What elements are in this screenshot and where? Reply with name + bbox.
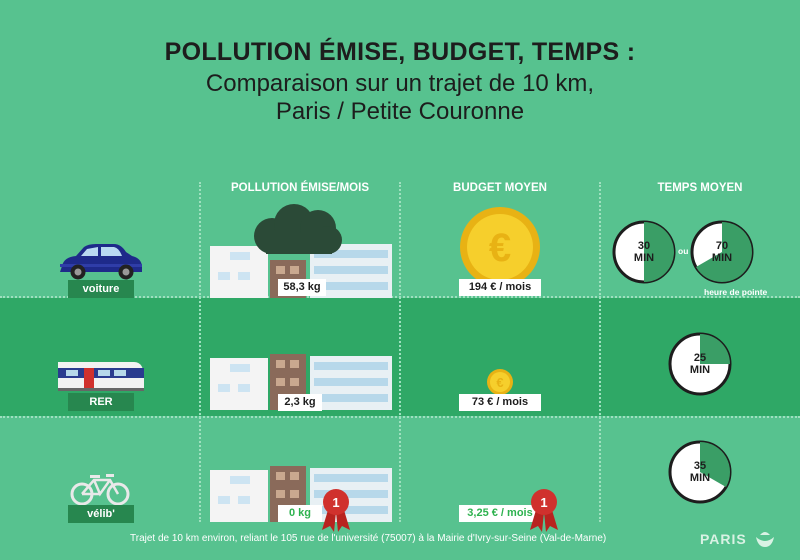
row-label-voiture: voiture bbox=[68, 280, 134, 298]
clock-velib: 35 MIN bbox=[668, 440, 732, 504]
pollution-value-velib: 0 kg bbox=[278, 505, 322, 522]
column-divider bbox=[399, 182, 401, 522]
pollution-value-voiture: 58,3 kg bbox=[278, 279, 326, 296]
city-buildings-icon bbox=[210, 466, 392, 522]
clock-time-rer: 25 bbox=[693, 352, 707, 364]
column-divider bbox=[199, 182, 201, 522]
car-icon bbox=[60, 244, 142, 280]
budget-value-velib: 3,25 € / mois bbox=[459, 505, 541, 522]
budget-value-voiture: 194 € / mois bbox=[459, 279, 541, 296]
coin-icon: € bbox=[487, 369, 513, 395]
row-label-velib: vélib' bbox=[68, 505, 134, 523]
award-ribbon-icon: 1 bbox=[322, 489, 350, 532]
award-ribbon-icon: 1 bbox=[530, 489, 558, 532]
row-divider bbox=[0, 296, 800, 298]
or-text: ou bbox=[678, 246, 689, 256]
clock-time-voiture-peak: 70 bbox=[715, 240, 729, 252]
column-header-pollution: POLLUTION ÉMISE/MOIS bbox=[230, 182, 369, 194]
row-label-rer: RER bbox=[68, 393, 134, 411]
budget-value-rer: 73 € / mois bbox=[459, 394, 541, 411]
bicycle-icon bbox=[70, 474, 130, 506]
svg-text:1: 1 bbox=[332, 495, 339, 510]
clock-rer: 25 MIN bbox=[668, 332, 732, 396]
paris-logo: PARIS bbox=[700, 531, 747, 547]
column-header-budget: BUDGET MOYEN bbox=[453, 182, 547, 194]
footer-note: Trajet de 10 km environ, reliant le 105 … bbox=[130, 533, 607, 544]
clock-unit-voiture-peak: MIN bbox=[711, 252, 733, 264]
coin-icon: € bbox=[460, 207, 540, 287]
clock-time-velib: 35 bbox=[693, 460, 707, 472]
clock-voiture-peak: 70 MIN bbox=[690, 220, 754, 284]
clock-unit-voiture: MIN bbox=[633, 252, 655, 264]
peak-hour-label: heure de pointe bbox=[704, 287, 768, 297]
svg-text:€: € bbox=[496, 375, 503, 390]
title-subtitle-1: Comparaison sur un trajet de 10 km, bbox=[205, 70, 595, 97]
clock-unit-velib: MIN bbox=[689, 472, 711, 484]
title-subtitle-2: Paris / Petite Couronne bbox=[275, 98, 525, 125]
clock-unit-rer: MIN bbox=[689, 364, 711, 376]
svg-text:€: € bbox=[489, 226, 511, 270]
svg-text:1: 1 bbox=[540, 495, 547, 510]
row-divider bbox=[0, 416, 800, 418]
clock-voiture: 30 MIN bbox=[612, 220, 676, 284]
clock-time-voiture: 30 bbox=[637, 240, 651, 252]
paris-boat-logo-icon bbox=[756, 532, 774, 547]
train-icon bbox=[58, 362, 144, 391]
column-header-temps: TEMPS MOYEN bbox=[657, 182, 743, 194]
title-main: POLLUTION ÉMISE, BUDGET, TEMPS : bbox=[164, 38, 636, 66]
pollution-cloud-icon bbox=[254, 204, 342, 254]
pollution-value-rer: 2,3 kg bbox=[278, 394, 322, 411]
column-divider bbox=[599, 182, 601, 522]
